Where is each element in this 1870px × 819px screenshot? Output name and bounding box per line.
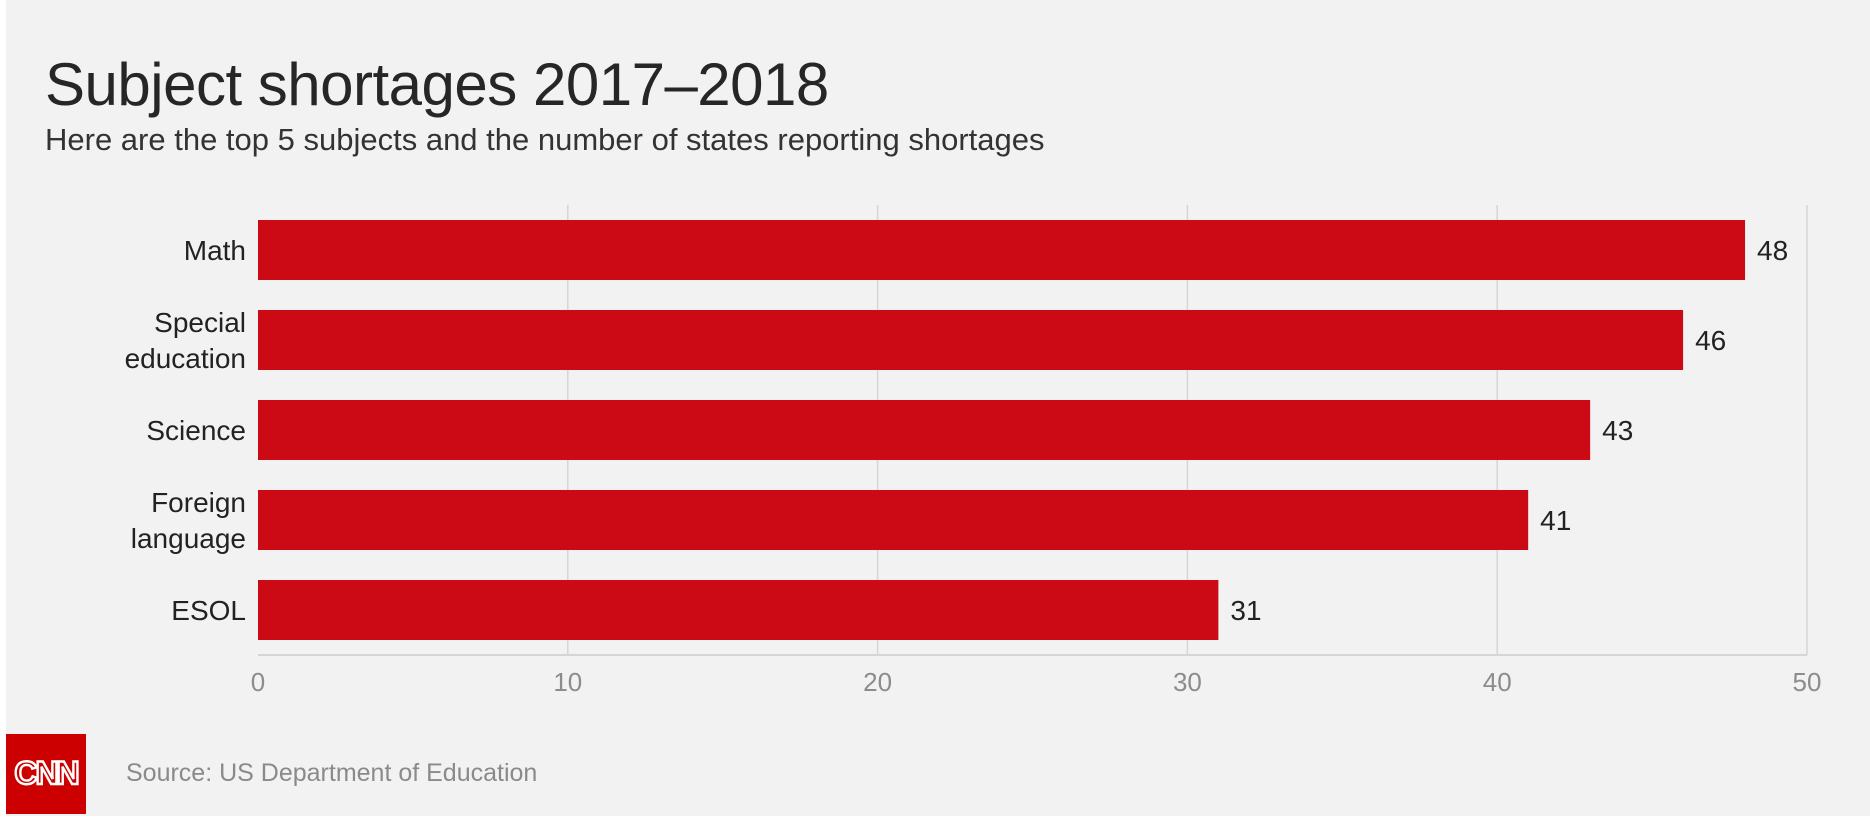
bar — [258, 490, 1529, 550]
chart-title: Subject shortages 2017–2018 — [45, 51, 829, 118]
bar — [258, 580, 1219, 640]
category-label: Science — [146, 415, 246, 446]
data-label: 48 — [1757, 235, 1788, 266]
data-label: 46 — [1695, 325, 1726, 356]
bar — [258, 400, 1591, 460]
data-label: 31 — [1230, 595, 1261, 626]
cnn-logo: CNN — [6, 734, 86, 814]
x-tick-label: 30 — [1173, 667, 1202, 697]
category-label: ESOL — [171, 595, 246, 626]
bar — [258, 220, 1746, 280]
x-tick-label: 50 — [1793, 667, 1822, 697]
category-label: education — [125, 343, 246, 374]
data-label: 43 — [1602, 415, 1633, 446]
x-tick-label: 10 — [553, 667, 582, 697]
data-label: 41 — [1540, 505, 1571, 536]
chart-subtitle: Here are the top 5 subjects and the numb… — [45, 122, 1045, 157]
category-label: Special — [154, 307, 246, 338]
category-label: language — [131, 523, 246, 554]
category-label: Foreign — [151, 487, 246, 518]
source-note: Source: US Department of Education — [126, 759, 538, 787]
svg-text:CNN: CNN — [14, 755, 77, 791]
x-tick-label: 0 — [251, 667, 265, 697]
x-tick-label: 20 — [863, 667, 892, 697]
bar — [258, 310, 1684, 370]
category-label: Math — [184, 235, 246, 266]
x-tick-label: 40 — [1483, 667, 1512, 697]
